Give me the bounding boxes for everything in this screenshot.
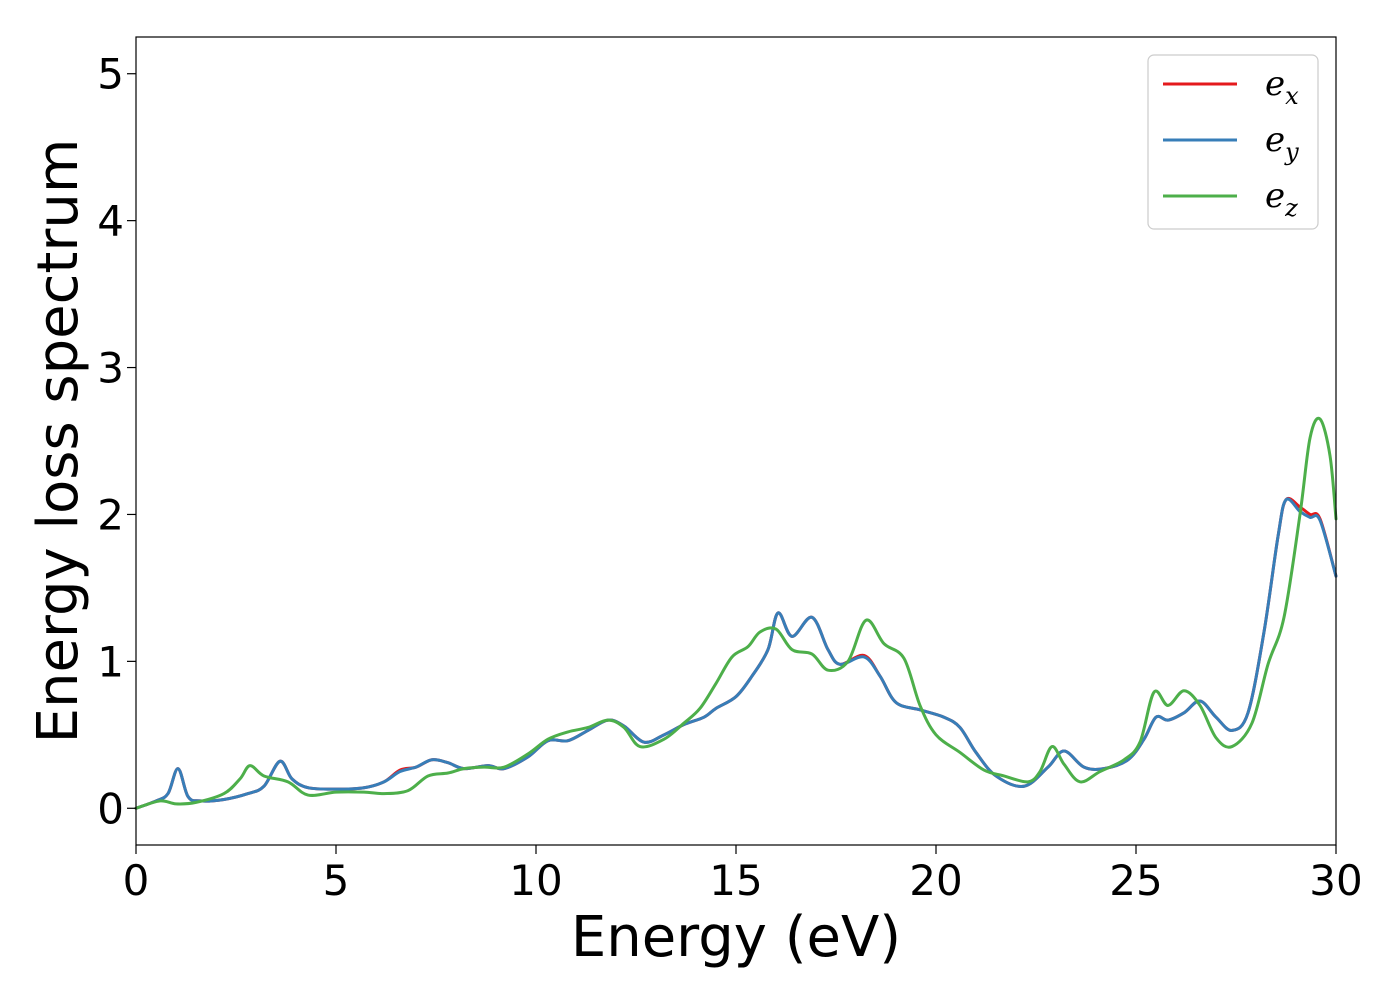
legend-label-z: ez [1265, 176, 1298, 222]
y-tick-label: 4 [97, 197, 124, 246]
x-tick-label: 15 [709, 856, 762, 905]
y-tick-label: 3 [97, 344, 124, 393]
legend-label-x: ex [1265, 64, 1299, 110]
x-axis: 0 5 10 15 20 25 30 [123, 845, 1363, 905]
legend: ex ey ez [1147, 54, 1319, 230]
legend-label-y: ey [1265, 120, 1299, 166]
x-tick-label: 0 [123, 856, 150, 905]
y-tick-label: 2 [97, 490, 124, 539]
plot-background [136, 37, 1336, 845]
x-tick-label: 20 [909, 856, 962, 905]
x-tick-label: 25 [1109, 856, 1162, 905]
y-tick-label: 0 [97, 784, 124, 833]
legend-frame [1147, 54, 1319, 230]
x-tick-label: 10 [509, 856, 562, 905]
series-line-y [134, 497, 1338, 810]
y-tick-label: 1 [97, 637, 124, 686]
series-line-z [134, 416, 1338, 810]
x-axis-title: Energy (eV) [571, 905, 901, 970]
y-tick-label: 5 [97, 50, 124, 99]
series-layer [134, 416, 1338, 810]
x-tick-label: 30 [1309, 856, 1362, 905]
y-axis-title: Energy loss spectrum [26, 139, 91, 744]
x-tick-label: 5 [323, 856, 350, 905]
y-axis: 0 1 2 3 4 5 [97, 50, 136, 833]
